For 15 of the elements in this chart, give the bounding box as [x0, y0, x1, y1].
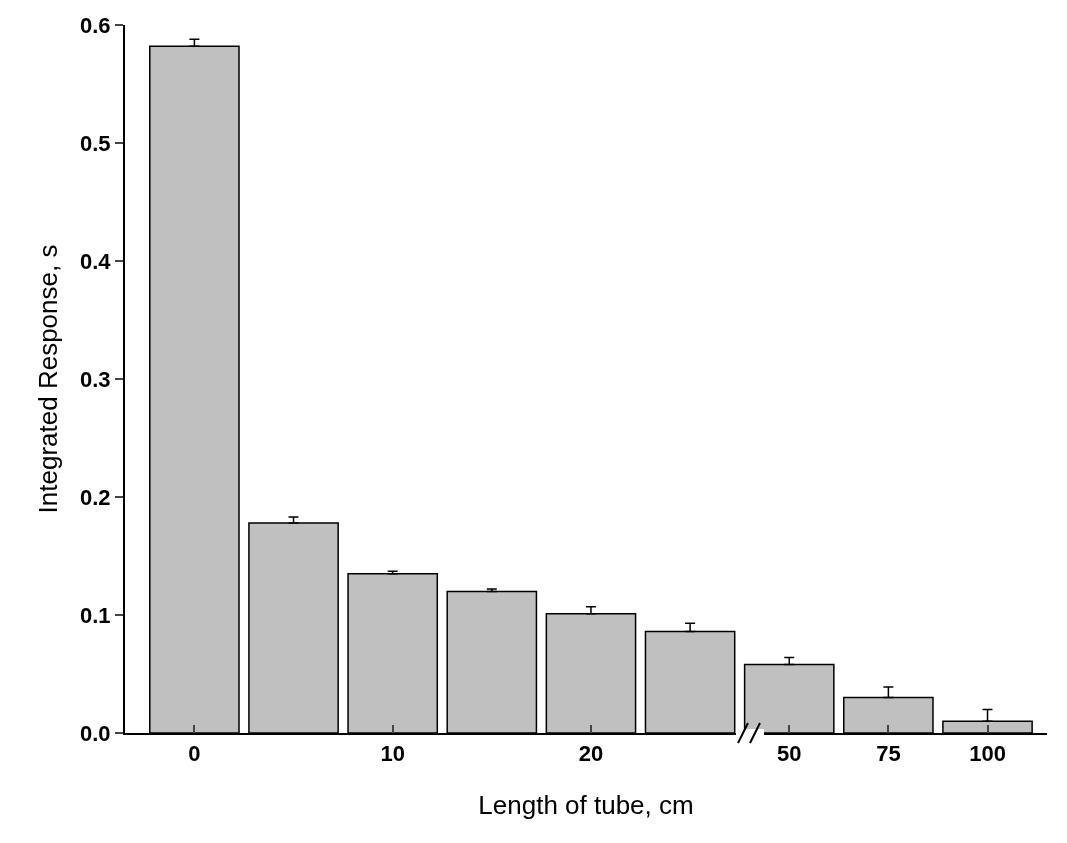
x-tick-label: 75: [876, 741, 901, 767]
y-axis-title: Integrated Response, s: [32, 244, 63, 514]
y-tick-label: 0.5: [80, 130, 111, 156]
x-tick-label: 20: [578, 741, 604, 767]
y-tick-label: 0.3: [80, 366, 111, 392]
y-tick-label: 0.1: [80, 602, 111, 628]
x-tick-label: 0: [188, 741, 201, 767]
x-tick-label: 10: [380, 741, 405, 767]
y-tick-label: 0.2: [80, 484, 111, 510]
x-tick-label: 100: [969, 741, 1006, 767]
x-axis-title: Length of tube, cm: [478, 789, 694, 820]
x-tick-label: 50: [777, 741, 802, 767]
y-tick-label: 0.4: [80, 248, 112, 274]
y-tick-label: 0.6: [80, 12, 111, 38]
y-tick-label: 0.0: [80, 720, 111, 746]
